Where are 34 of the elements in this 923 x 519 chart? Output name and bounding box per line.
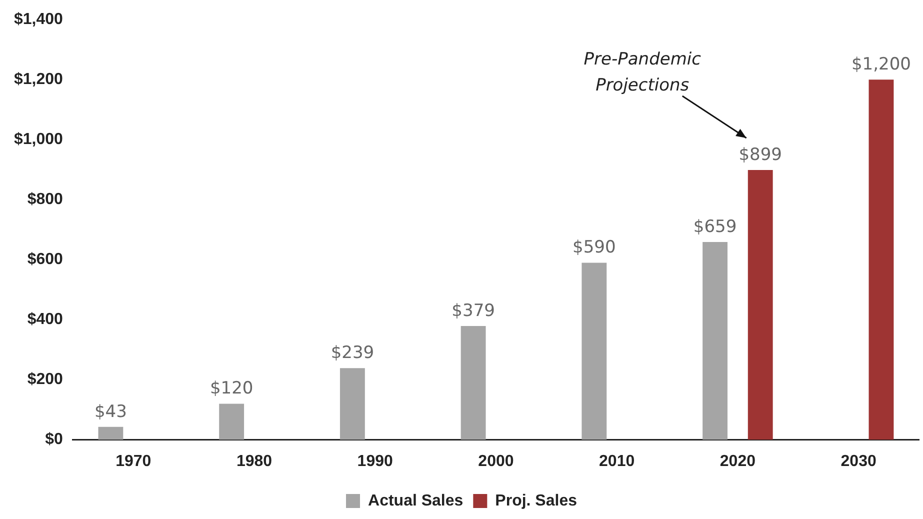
legend-label: Proj. Sales <box>495 492 578 510</box>
x-tick-label: 1970 <box>116 452 152 470</box>
text: $899 <box>738 144 782 165</box>
bar <box>219 404 244 440</box>
text: $43 <box>94 402 127 422</box>
y-tick-label: $800 <box>27 191 64 208</box>
y-tick-label: $1,200 <box>14 71 64 88</box>
annotation: Pre-Pandemic Projections <box>584 49 702 96</box>
text: $120 <box>210 378 254 399</box>
bar <box>460 326 486 440</box>
y-tick-label: $400 <box>27 311 64 328</box>
bar <box>582 262 607 440</box>
legend-label: Actual Sales <box>368 492 464 510</box>
x-tick-label: 1980 <box>236 452 272 470</box>
bar <box>748 170 773 440</box>
text: $659 <box>693 216 737 237</box>
bar <box>702 242 728 440</box>
y-tick-label: $200 <box>27 371 64 388</box>
y-tick-label: $1,000 <box>14 131 64 148</box>
y-tick-label: $600 <box>27 251 64 268</box>
y-tick-label: $0 <box>45 431 64 448</box>
x-tick-label: 1990 <box>357 452 393 470</box>
text: $239 <box>330 342 374 363</box>
bar <box>340 368 365 440</box>
x-tick-label: 2030 <box>840 452 876 470</box>
text: $1,200 <box>851 54 911 75</box>
y-tick-label: $1,400 <box>14 11 64 28</box>
x-tick-label: 2000 <box>478 452 514 470</box>
text: $379 <box>452 300 495 321</box>
text: $590 <box>572 238 616 258</box>
x-tick-label: 2020 <box>720 452 756 470</box>
bar <box>868 80 894 440</box>
bar <box>98 426 124 440</box>
x-tick-label: 2010 <box>599 452 635 470</box>
